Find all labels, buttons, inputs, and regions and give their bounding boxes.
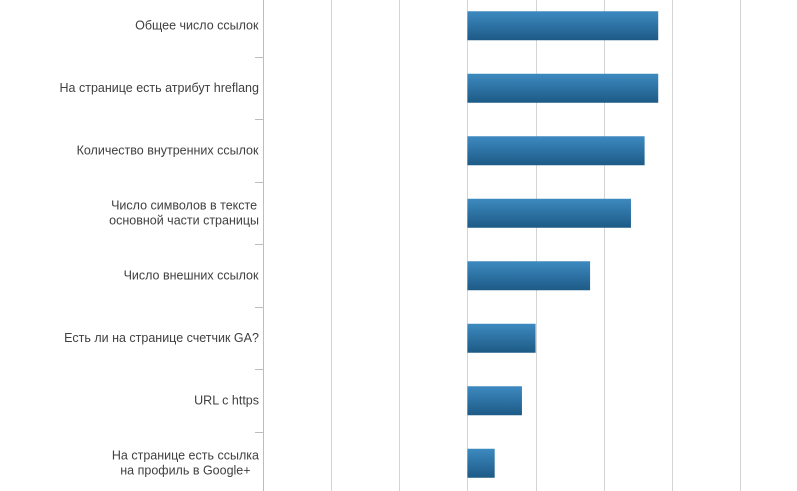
bar xyxy=(467,448,495,478)
bar xyxy=(467,323,536,353)
category-label-line: основной части страницы xyxy=(109,213,259,227)
bars xyxy=(467,11,659,478)
category-label-line: На странице есть атрибут hreflang xyxy=(60,81,259,95)
category-label-line: Есть ли на странице счетчик GA? xyxy=(64,331,259,345)
category-labels: Общее число ссылок На странице есть атриб… xyxy=(60,18,259,477)
category-label-line: на профиль в Google+ xyxy=(120,463,250,477)
bar xyxy=(467,198,631,228)
category-label: Число внешних ссылок xyxy=(124,268,259,282)
category-label-line: URL с https xyxy=(194,393,259,407)
category-label-line: Число символов в тексте xyxy=(111,198,257,212)
category-label-line: На странице есть ссылка xyxy=(112,448,259,462)
gridlines xyxy=(263,0,741,491)
category-label: Есть ли на странице счетчик GA? xyxy=(64,331,259,345)
category-label: URL с https xyxy=(194,393,259,407)
category-label: Число символов в тексте основной части ст… xyxy=(109,198,259,227)
category-axis xyxy=(255,57,263,433)
bar xyxy=(467,261,591,291)
category-label: Количество внутренних ссылок xyxy=(77,143,259,157)
bar xyxy=(467,73,659,103)
category-label: На странице есть атрибут hreflang xyxy=(60,81,259,95)
category-label: Общее число ссылок xyxy=(135,18,259,32)
category-label-line: Количество внутренних ссылок xyxy=(77,143,259,157)
category-label: На странице есть ссылка на профиль в Goog… xyxy=(112,448,259,477)
bar xyxy=(467,136,645,166)
bar xyxy=(467,386,522,416)
bar xyxy=(467,11,659,41)
category-label-line: Общее число ссылок xyxy=(135,18,259,32)
category-label-line: Число внешних ссылок xyxy=(124,268,259,282)
